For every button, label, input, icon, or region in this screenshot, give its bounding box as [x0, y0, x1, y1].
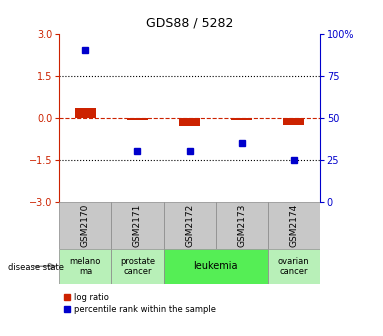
Bar — [127, 118, 148, 120]
Bar — [283, 118, 304, 125]
Text: GSM2172: GSM2172 — [185, 204, 194, 247]
Text: ovarian
cancer: ovarian cancer — [278, 257, 309, 276]
Bar — [216, 202, 268, 249]
Text: GSM2174: GSM2174 — [289, 204, 298, 247]
Text: GSM2173: GSM2173 — [237, 203, 246, 247]
Text: leukemia: leukemia — [193, 261, 238, 271]
Text: melano
ma: melano ma — [70, 257, 101, 276]
Bar — [268, 249, 320, 284]
Text: prostate
cancer: prostate cancer — [120, 257, 155, 276]
Bar — [59, 202, 111, 249]
Title: GDS88 / 5282: GDS88 / 5282 — [146, 17, 233, 30]
Text: disease state: disease state — [8, 263, 64, 272]
Legend: log ratio, percentile rank within the sample: log ratio, percentile rank within the sa… — [64, 293, 216, 314]
Text: GSM2170: GSM2170 — [81, 203, 90, 247]
Bar — [75, 108, 96, 118]
Bar — [111, 202, 164, 249]
Bar — [111, 249, 164, 284]
Text: GSM2171: GSM2171 — [133, 203, 142, 247]
Bar — [164, 202, 216, 249]
Bar — [231, 118, 252, 120]
Bar — [268, 202, 320, 249]
Bar — [59, 249, 111, 284]
Bar — [164, 249, 268, 284]
Bar — [179, 118, 200, 126]
